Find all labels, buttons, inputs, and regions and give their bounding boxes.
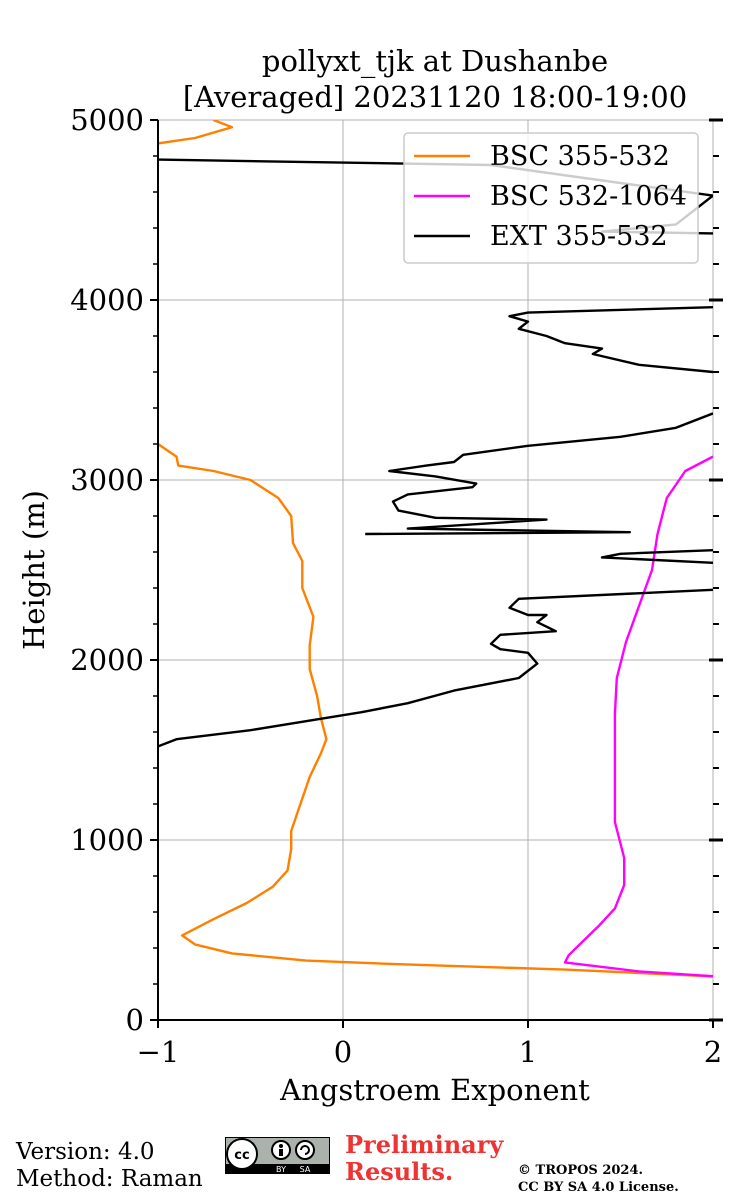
y-tick-label: 2000 xyxy=(70,643,144,677)
legend-label: EXT 355-532 xyxy=(490,221,668,252)
legend-label: BSC 355-532 xyxy=(490,141,670,172)
series-line-ext-355-532-5 xyxy=(365,412,713,536)
copyright-line2: CC BY SA 4.0 License. xyxy=(518,1180,679,1195)
series-line-ext-355-532-4 xyxy=(600,549,713,564)
svg-text:BY: BY xyxy=(276,1165,286,1174)
series-line-bsc-355-532-0 xyxy=(158,443,713,978)
y-tick-label: 1000 xyxy=(70,823,144,857)
x-tick-label: 2 xyxy=(704,1035,722,1069)
preliminary-label-line1: Preliminary xyxy=(345,1130,504,1159)
y-tick-label: 3000 xyxy=(70,463,144,497)
cc-license-icon: cc BY SA xyxy=(225,1137,330,1174)
preliminary-label-line2: Results. xyxy=(345,1157,454,1186)
svg-text:SA: SA xyxy=(300,1165,311,1174)
x-axis-label: Angstroem Exponent xyxy=(279,1073,590,1107)
legend: BSC 355-532 BSC 532-1064 EXT 355-532 xyxy=(403,132,699,264)
chart-title-line2: [Averaged] 20231120 18:00-19:00 xyxy=(183,80,687,114)
x-tick-label: 0 xyxy=(334,1035,352,1069)
chart-title-line1: pollyxt_tjk at Dushanbe xyxy=(262,44,608,79)
series-line-ext-355-532-6 xyxy=(508,306,713,374)
series-line-bsc-532-1064-2 xyxy=(563,455,713,978)
copyright-line1: © TROPOS 2024. xyxy=(518,1163,644,1178)
legend-box xyxy=(403,132,699,264)
version-label: Version: 4.0 xyxy=(16,1139,155,1165)
svg-text:cc: cc xyxy=(234,1148,249,1163)
x-tick-label: −1 xyxy=(137,1035,180,1069)
y-tick-label: 5000 xyxy=(70,103,144,137)
y-axis-label: Height (m) xyxy=(17,490,51,650)
series-line-bsc-355-532-1 xyxy=(158,120,234,145)
x-tick-label: 1 xyxy=(519,1035,537,1069)
legend-label: BSC 532-1064 xyxy=(490,181,687,212)
series-line-ext-355-532-3 xyxy=(158,588,713,748)
method-label: Method: Raman xyxy=(16,1166,203,1192)
y-tick-label: 4000 xyxy=(70,283,144,317)
y-tick-label: 0 xyxy=(126,1003,144,1037)
